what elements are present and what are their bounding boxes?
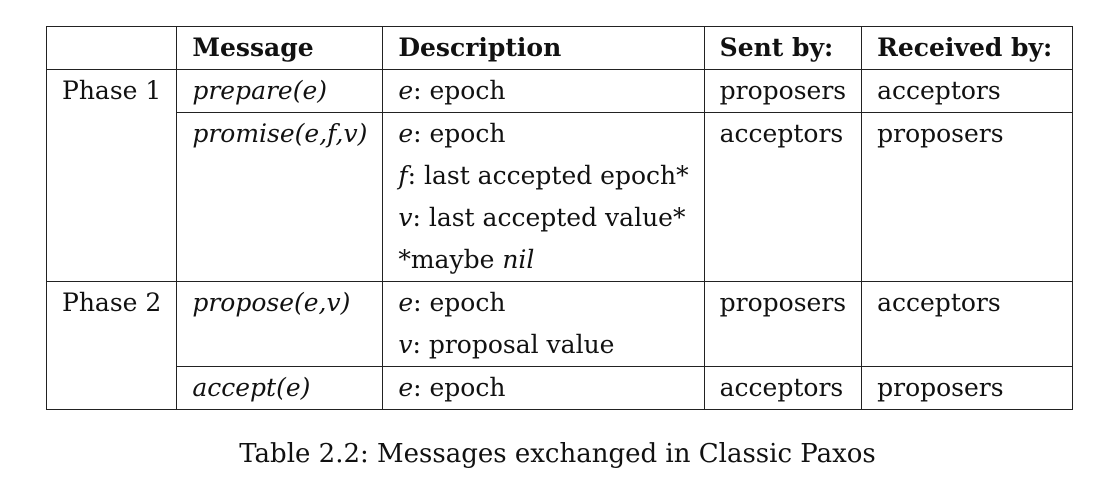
variable: v (398, 203, 413, 232)
description-text: *maybe (398, 245, 503, 274)
description-text: : epoch (413, 76, 506, 105)
header-description: Description (382, 26, 705, 70)
description-text: : proposal value (412, 330, 615, 359)
received-by: acceptors (861, 69, 1074, 113)
sent-by: proposers (703, 69, 863, 113)
description-line: f: last accepted epoch* (398, 155, 688, 197)
message-name: propose(e,v) (176, 281, 384, 367)
phase-label: Phase 1 (45, 69, 178, 282)
description-line: e: epoch (398, 367, 688, 409)
header-row: Message Description Sent by: Received by… (45, 26, 1074, 70)
table-row: Phase 2 propose(e,v) e: epoch v: proposa… (45, 281, 1074, 410)
header-phase (45, 26, 178, 70)
header-received-by: Received by: (861, 26, 1074, 70)
received-by: proposers (861, 366, 1074, 410)
received-by: acceptors (861, 281, 1074, 367)
description-line: v: last accepted value* (398, 197, 688, 239)
sent-by: proposers (703, 281, 863, 367)
table-row: Phase 1 prepare(e) e: epoch proposers ac… (45, 69, 1074, 282)
description-cell: e: epoch (382, 366, 705, 410)
sent-by: acceptors (703, 112, 863, 282)
nil-keyword: nil (502, 245, 535, 274)
table-row: accept(e) e: epoch acceptors proposers (47, 366, 1074, 410)
description-line: v: proposal value (398, 324, 688, 366)
variable: e (398, 76, 414, 105)
variable: e (398, 288, 414, 317)
description-cell: e: epoch (382, 69, 705, 113)
message-name: accept(e) (176, 366, 384, 410)
variable: e (398, 373, 414, 402)
table-caption: Table 2.2: Messages exchanged in Classic… (239, 439, 876, 469)
description-cell: e: epoch v: proposal value (382, 281, 705, 367)
description-text: : epoch (413, 288, 506, 317)
message-name: prepare(e) (176, 69, 384, 113)
description-line: e: epoch (398, 70, 688, 112)
description-cell: e: epoch f: last accepted epoch* v: last… (382, 112, 705, 282)
paxos-messages-table: Message Description Sent by: Received by… (45, 26, 1074, 410)
description-line: e: epoch (398, 113, 688, 155)
variable: v (398, 330, 413, 359)
description-text: : last accepted epoch* (407, 161, 689, 190)
received-by: proposers (861, 112, 1074, 282)
description-line: e: epoch (398, 282, 688, 324)
description-text: : last accepted value* (412, 203, 686, 232)
description-line: *maybe nil (398, 239, 688, 281)
phase-label: Phase 2 (45, 281, 178, 410)
variable: f (398, 161, 408, 190)
sent-by: acceptors (703, 366, 863, 410)
message-name: promise(e,f,v) (176, 112, 384, 282)
description-text: : epoch (413, 373, 506, 402)
table-row: promise(e,f,v) e: epoch f: last accepted… (47, 112, 1074, 282)
description-text: : epoch (413, 119, 506, 148)
header-sent-by: Sent by: (703, 26, 863, 70)
variable: e (398, 119, 414, 148)
header-message: Message (176, 26, 384, 70)
